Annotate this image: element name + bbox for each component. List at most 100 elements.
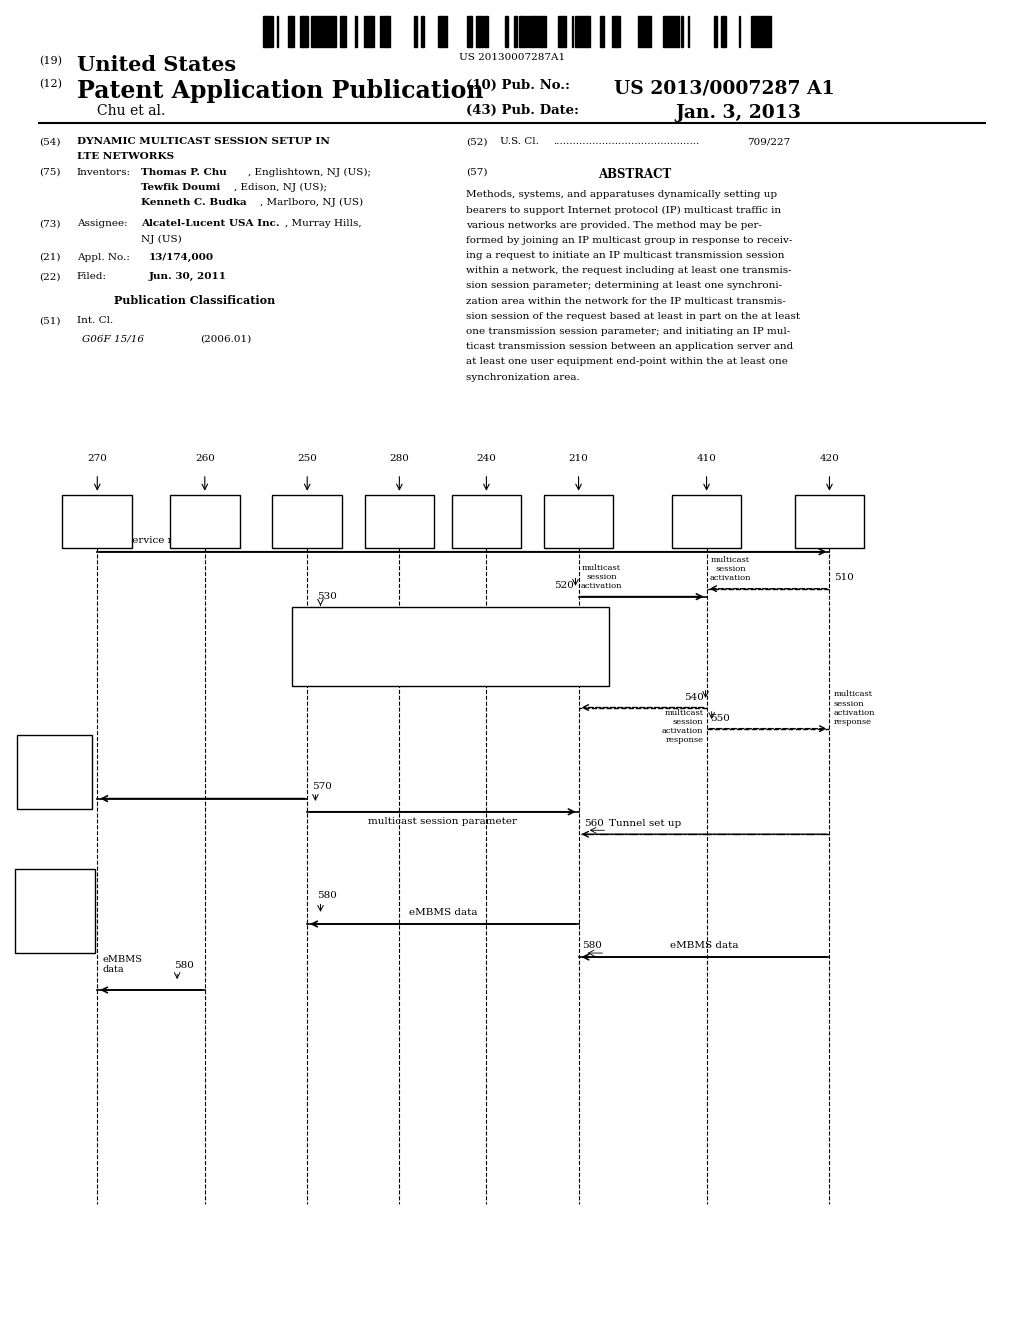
Bar	[587, 16, 589, 46]
Text: eMBMS data: eMBMS data	[670, 941, 738, 950]
Text: Multicast session set up (refer to figure 4): Multicast session set up (refer to figur…	[331, 642, 570, 652]
Bar	[535, 16, 541, 46]
Text: sion session parameter; determining at least one synchroni-: sion session parameter; determining at l…	[466, 281, 782, 290]
Bar	[263, 16, 264, 46]
Text: ABSTRACT: ABSTRACT	[598, 168, 672, 181]
Text: MCE: MCE	[294, 517, 321, 525]
Bar	[558, 16, 561, 46]
Bar	[414, 16, 417, 46]
Text: LTE NETWORKS: LTE NETWORKS	[77, 152, 174, 161]
Text: multicast
session
activation: multicast session activation	[710, 556, 752, 582]
Bar	[278, 16, 279, 46]
Bar	[303, 16, 308, 46]
Text: multicast
session
activation: multicast session activation	[581, 564, 623, 590]
Text: U.S. Cl.: U.S. Cl.	[500, 137, 539, 147]
Bar	[541, 16, 545, 46]
Bar	[571, 16, 572, 46]
Text: (2006.01): (2006.01)	[200, 334, 251, 343]
Text: Alcatel-Lucent USA Inc.: Alcatel-Lucent USA Inc.	[141, 219, 280, 228]
Text: 410: 410	[696, 454, 717, 463]
Text: 530: 530	[317, 591, 337, 601]
Text: synchronization area.: synchronization area.	[466, 372, 580, 381]
Bar	[639, 16, 640, 46]
Text: multicast session parameter: multicast session parameter	[369, 817, 517, 826]
Bar	[613, 16, 620, 46]
Text: (51): (51)	[39, 317, 60, 326]
Text: , Englishtown, NJ (US);: , Englishtown, NJ (US);	[248, 168, 371, 177]
Bar	[321, 16, 322, 46]
Bar	[545, 16, 546, 46]
Text: (52): (52)	[466, 137, 487, 147]
Bar	[331, 16, 336, 46]
Text: multicast
session
activation
response: multicast session activation response	[662, 709, 703, 744]
Bar	[688, 16, 689, 46]
Bar	[676, 16, 679, 46]
Bar	[328, 16, 331, 46]
Text: 520: 520	[554, 581, 573, 590]
Text: sion session of the request based at least in part on the at least: sion session of the request based at lea…	[466, 312, 800, 321]
Bar	[738, 16, 740, 46]
Text: BM-SC: BM-SC	[560, 517, 597, 525]
Text: 250: 250	[297, 454, 317, 463]
Bar	[476, 16, 482, 46]
Text: Methods, systems, and apparatuses dynamically setting up: Methods, systems, and apparatuses dynami…	[466, 190, 777, 199]
Bar	[505, 16, 507, 46]
Text: 540: 540	[684, 693, 703, 702]
Text: 560: 560	[584, 818, 603, 828]
Text: eNodeB: eNodeB	[184, 517, 225, 525]
Bar	[534, 16, 535, 46]
Text: (10) Pub. No.:: (10) Pub. No.:	[466, 79, 570, 92]
Text: , Edison, NJ (US);: , Edison, NJ (US);	[234, 182, 328, 191]
Bar	[484, 16, 487, 46]
Bar	[528, 16, 534, 46]
Bar	[681, 16, 683, 46]
Bar	[264, 16, 266, 46]
Bar	[340, 16, 346, 46]
Text: MME: MME	[385, 517, 414, 525]
Text: (12): (12)	[39, 79, 61, 90]
Bar	[364, 16, 370, 46]
Text: G06F 15/16: G06F 15/16	[82, 334, 144, 343]
Bar	[317, 16, 321, 46]
Bar	[507, 16, 508, 46]
Text: 580: 580	[582, 941, 601, 950]
Bar	[519, 16, 520, 46]
Text: Monitor for
multicast
traffic: Monitor for multicast traffic	[27, 896, 84, 925]
Text: NJ (US): NJ (US)	[141, 235, 182, 244]
Text: 580: 580	[174, 961, 194, 970]
Bar	[649, 16, 650, 46]
Bar	[355, 16, 356, 46]
Text: one transmission session parameter; and initiating an IP mul-: one transmission session parameter; and …	[466, 327, 791, 337]
Bar	[272, 495, 342, 548]
Bar	[302, 16, 303, 46]
Text: (54): (54)	[39, 137, 60, 147]
Text: MSSS: MSSS	[690, 517, 723, 525]
Text: 13/174,000: 13/174,000	[148, 252, 214, 261]
Bar	[668, 16, 671, 46]
Text: United States: United States	[77, 55, 236, 75]
Text: US 20130007287A1: US 20130007287A1	[459, 53, 565, 62]
Bar	[438, 16, 441, 46]
Bar	[17, 735, 92, 809]
Bar	[266, 16, 270, 46]
Text: 270: 270	[87, 454, 108, 463]
Bar	[421, 16, 424, 46]
Bar	[170, 495, 240, 548]
Text: 550: 550	[710, 714, 729, 723]
Bar	[62, 495, 132, 548]
Text: (73): (73)	[39, 219, 60, 228]
Text: Patent Application Publication: Patent Application Publication	[77, 79, 483, 103]
Bar	[15, 869, 95, 953]
Text: formed by joining an IP multicast group in response to receiv-: formed by joining an IP multicast group …	[466, 236, 793, 246]
Bar	[544, 495, 613, 548]
Bar	[590, 16, 591, 46]
Bar	[640, 16, 643, 46]
Bar	[452, 495, 521, 548]
Text: 240: 240	[476, 454, 497, 463]
Text: zation area within the network for the IP multicast transmis-: zation area within the network for the I…	[466, 297, 785, 306]
Bar	[721, 16, 726, 46]
Text: eMBMS data: eMBMS data	[409, 908, 477, 917]
Bar	[574, 16, 580, 46]
Text: .............................................: ........................................…	[553, 137, 699, 147]
Text: 210: 210	[568, 454, 589, 463]
